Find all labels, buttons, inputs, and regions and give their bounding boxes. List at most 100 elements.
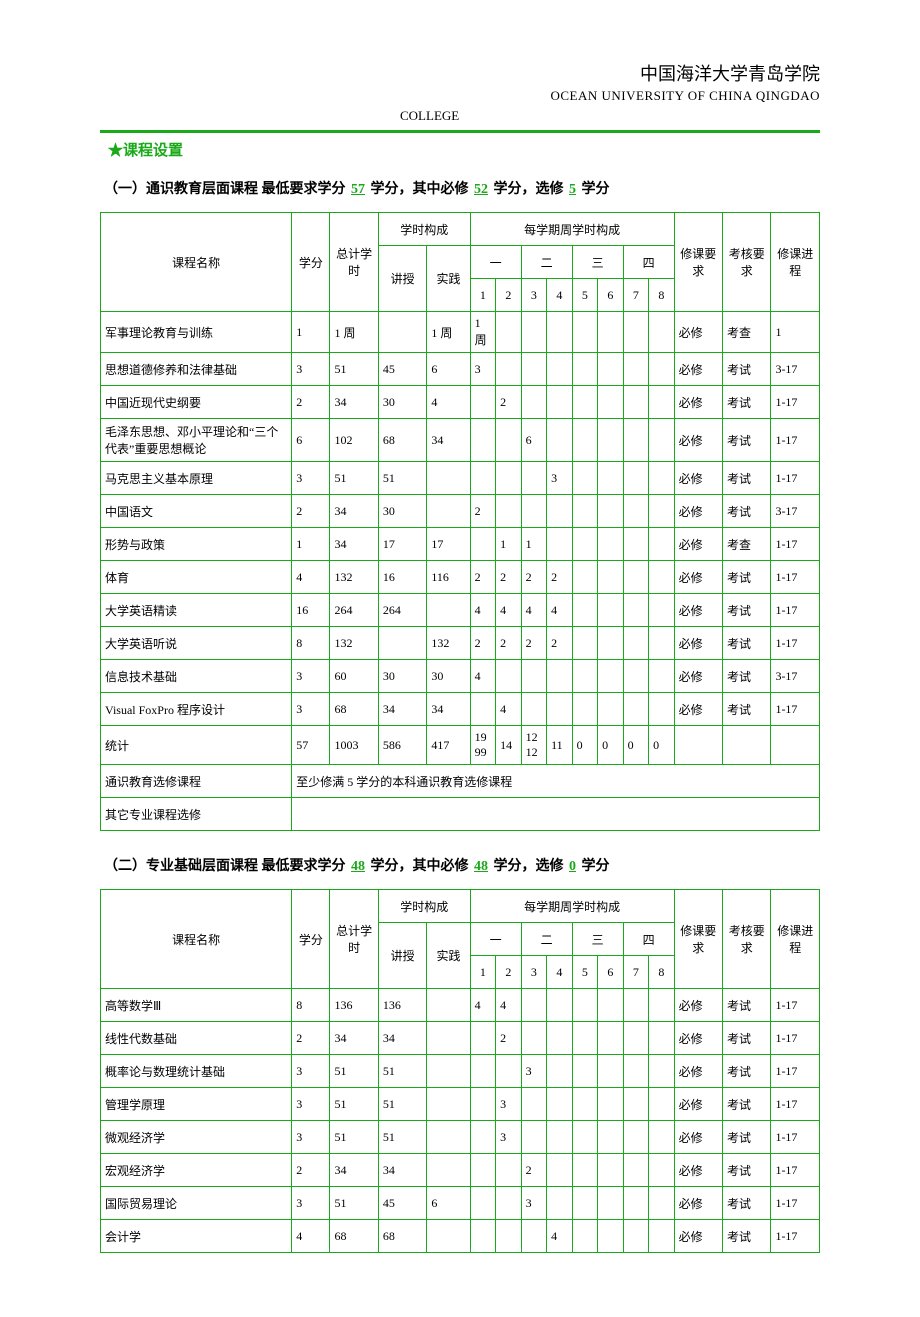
cell: 1周: [470, 312, 495, 353]
cell: 57: [292, 726, 330, 765]
cell: [598, 627, 623, 660]
cell: [427, 1121, 470, 1154]
cell: [598, 353, 623, 386]
cell: [547, 989, 572, 1022]
cell: [521, 1121, 546, 1154]
cell: [547, 660, 572, 693]
cell: 1 周: [330, 312, 378, 353]
cell: 考试: [723, 693, 771, 726]
cell: 1-17: [771, 1022, 820, 1055]
cell: 51: [330, 462, 378, 495]
s1-suffix: 学分: [582, 182, 610, 197]
cell: [649, 1220, 675, 1253]
cell: 2: [547, 561, 572, 594]
cell: 1-17: [771, 1220, 820, 1253]
cell: 必修: [674, 594, 722, 627]
cell: [521, 1022, 546, 1055]
cell: 1-17: [771, 386, 820, 419]
th-s1: 1: [470, 956, 495, 989]
cell: 136: [330, 989, 378, 1022]
cell: 2: [521, 627, 546, 660]
cell: 中国近现代史纲要: [101, 386, 292, 419]
cell: 必修: [674, 693, 722, 726]
cell: [547, 1121, 572, 1154]
cell: [598, 989, 623, 1022]
s1-elec: 5: [567, 182, 578, 197]
th-s8: 8: [649, 956, 675, 989]
cell: [598, 528, 623, 561]
th-s2: 2: [496, 956, 521, 989]
th-y1: 一: [470, 923, 521, 956]
cell: 管理学原理: [101, 1088, 292, 1121]
cell: 必修: [674, 1154, 722, 1187]
cell: 3: [292, 462, 330, 495]
cell: [547, 1187, 572, 1220]
cell: [649, 561, 675, 594]
cell: [623, 561, 648, 594]
cell: [547, 312, 572, 353]
cell: 高等数学Ⅲ: [101, 989, 292, 1022]
table-row: 马克思主义基本原理351513必修考试1-17: [101, 462, 820, 495]
cell: 132: [427, 627, 470, 660]
cell: [547, 386, 572, 419]
cell: [623, 353, 648, 386]
cell: 34: [378, 1154, 426, 1187]
table-row: 大学英语听说81321322222必修考试1-17: [101, 627, 820, 660]
table2-body: 高等数学Ⅲ813613644必修考试1-17线性代数基础234342必修考试1-…: [101, 989, 820, 1253]
cell: 264: [378, 594, 426, 627]
cell: 考试: [723, 660, 771, 693]
s1-mid1: 学分，其中必修: [371, 182, 469, 197]
cell: [623, 419, 648, 462]
cell: 1: [292, 312, 330, 353]
cell: 11: [547, 726, 572, 765]
cell: 0: [649, 726, 675, 765]
cell: 2: [547, 627, 572, 660]
cell: 概率论与数理统计基础: [101, 1055, 292, 1088]
cell: [649, 693, 675, 726]
cell: [470, 1022, 495, 1055]
table2-head: 课程名称 学分 总计学时 学时构成 每学期周学时构成 修课要求 考核要求 修课进…: [101, 890, 820, 989]
cell: 2: [496, 561, 521, 594]
table-row: 国际贸易理论3514563必修考试1-17: [101, 1187, 820, 1220]
cell: 考试: [723, 1187, 771, 1220]
cell: [292, 798, 820, 831]
table-row: 微观经济学351513必修考试1-17: [101, 1121, 820, 1154]
cell: 3: [292, 693, 330, 726]
table1-footer: 统计 57 1003 586 417 1999 14 1212 11 0 0 0…: [101, 726, 820, 831]
cell: 68: [378, 419, 426, 462]
cell: 考试: [723, 1022, 771, 1055]
cell: 1-17: [771, 1121, 820, 1154]
cell: 132: [330, 627, 378, 660]
cell: [598, 419, 623, 462]
table-section1: 课程名称 学分 总计学时 学时构成 每学期周学时构成 修课要求 考核要求 修课进…: [100, 212, 820, 831]
cell: 3: [521, 1187, 546, 1220]
cell: [649, 1121, 675, 1154]
cell: 必修: [674, 1187, 722, 1220]
cell: [649, 1154, 675, 1187]
cell: 264: [330, 594, 378, 627]
cell: 1-17: [771, 627, 820, 660]
table1-head: 课程名称 学分 总计学时 学时构成 每学期周学时构成 修课要求 考核要求 修课进…: [101, 213, 820, 312]
cell: [649, 1055, 675, 1088]
cell: 体育: [101, 561, 292, 594]
cell: [496, 1187, 521, 1220]
cell: [521, 1220, 546, 1253]
cell: [547, 528, 572, 561]
table-row: 宏观经济学234342必修考试1-17: [101, 1154, 820, 1187]
cell: [598, 1154, 623, 1187]
cell: 51: [330, 1088, 378, 1121]
table-row: 高等数学Ⅲ813613644必修考试1-17: [101, 989, 820, 1022]
cell: 51: [330, 353, 378, 386]
cell: [521, 660, 546, 693]
cell: 6: [427, 1187, 470, 1220]
cell: 34: [427, 419, 470, 462]
th-s6: 6: [598, 956, 623, 989]
cell: 17: [378, 528, 426, 561]
cell: [623, 386, 648, 419]
cell: [547, 1022, 572, 1055]
cell: 必修: [674, 386, 722, 419]
s1-mid2: 学分，选修: [494, 182, 564, 197]
cell: 4: [496, 693, 521, 726]
cell: [427, 1154, 470, 1187]
cell: [572, 1022, 597, 1055]
